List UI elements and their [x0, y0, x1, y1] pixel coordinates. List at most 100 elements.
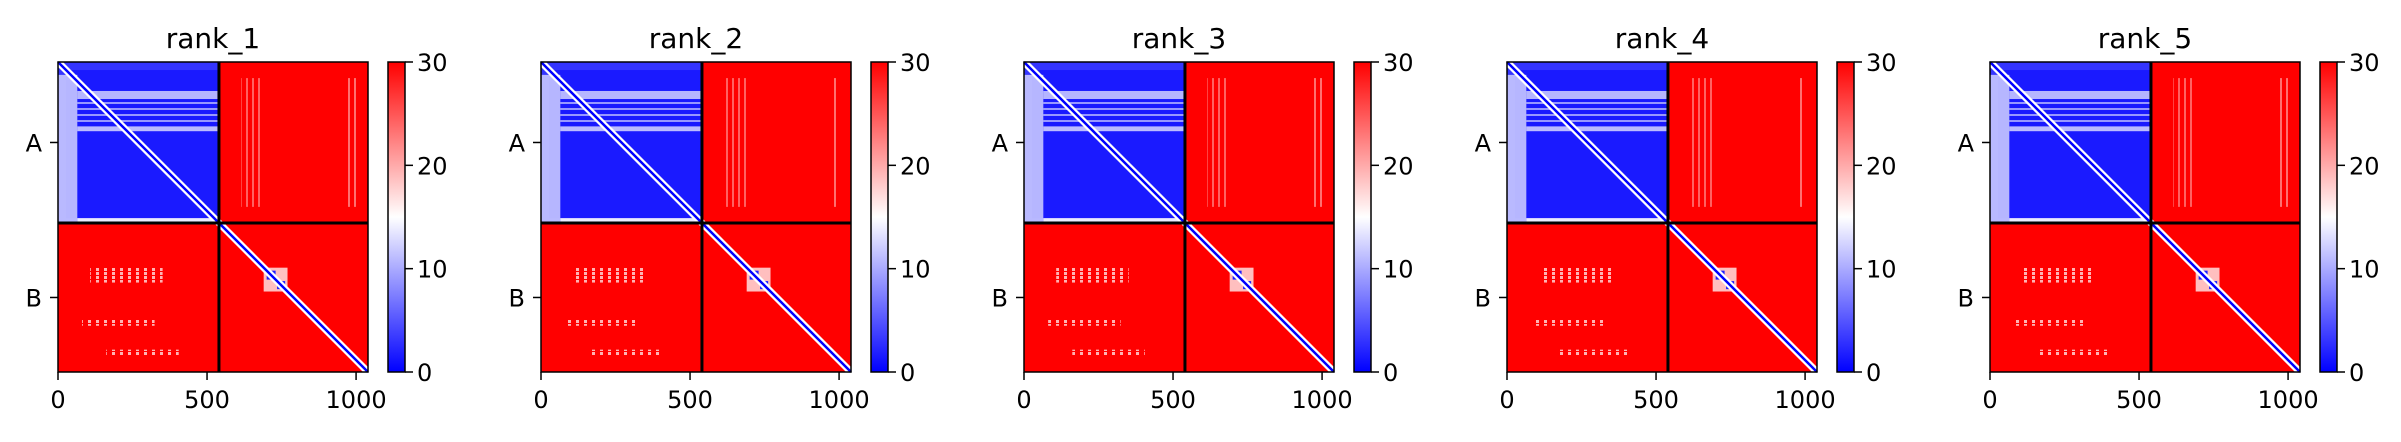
- x-tick-label: 1000: [326, 386, 387, 414]
- block-ba-texture: [1555, 349, 1628, 356]
- y-tick-label: A: [1958, 129, 1975, 157]
- block-aa-band: [560, 218, 702, 223]
- colorbar-tick-label: 10: [2349, 256, 2380, 284]
- x-tick-label: 0: [533, 386, 548, 414]
- colorbar: [1353, 61, 1372, 373]
- x-tick-label: 0: [1016, 386, 1031, 414]
- colorbar-tick-label: 10: [1866, 256, 1897, 284]
- panel-title: rank_3: [1132, 22, 1226, 55]
- block-ab-texture: [830, 78, 840, 207]
- x-tick-label: 0: [1982, 386, 1997, 414]
- colorbar: [2319, 61, 2338, 373]
- colorbar-tick-label: 30: [900, 49, 931, 77]
- block-aa-band: [1043, 218, 1185, 223]
- x-tick-label: 0: [50, 386, 65, 414]
- block-ba-texture: [1056, 267, 1129, 283]
- colorbar-tick-label: 20: [900, 152, 931, 180]
- panel-rank_1: rank_1 0 500 1000 A B 0 10 20 30: [26, 22, 448, 414]
- colorbar: [870, 61, 889, 373]
- block-ba-texture: [82, 319, 155, 326]
- colorbar-tick-label: 0: [900, 359, 915, 387]
- block-ab-texture: [2173, 78, 2196, 207]
- colorbar-tick-label: 30: [417, 49, 448, 77]
- block-aa-band: [2009, 90, 2151, 100]
- y-tick-label: A: [509, 129, 526, 157]
- block-ba-texture: [106, 349, 179, 356]
- block-ab-texture: [1796, 78, 1806, 207]
- block-ba-texture: [1072, 349, 1145, 356]
- axes-frame: [1989, 61, 2301, 373]
- axes-frame: [57, 61, 369, 373]
- block-aa-edge: [1507, 74, 1527, 223]
- block-ab-texture: [241, 78, 264, 207]
- block-ba-texture: [1048, 319, 1121, 326]
- x-tick-label: 500: [1150, 386, 1196, 414]
- colorbar-tick-label: 30: [1383, 49, 1414, 77]
- x-tick-label: 0: [1499, 386, 1514, 414]
- diagonal: [57, 61, 369, 373]
- diagonal: [540, 61, 852, 373]
- block-aa-edge: [1024, 74, 1044, 223]
- colorbar-tick-label: 10: [900, 256, 931, 284]
- axes-frame: [1506, 61, 1818, 373]
- colorbar-tick-label: 20: [1866, 152, 1897, 180]
- colorbar-tick-label: 30: [2349, 49, 2380, 77]
- colorbar-tick-label: 20: [1383, 152, 1414, 180]
- block-ba-texture: [565, 319, 638, 326]
- block-ab-texture: [724, 78, 747, 207]
- block-aa-edge: [541, 74, 561, 223]
- y-tick-label: B: [1958, 284, 1974, 312]
- block-aa-band: [1526, 126, 1668, 132]
- x-tick-label: 500: [1633, 386, 1679, 414]
- colorbar-tick-label: 20: [417, 152, 448, 180]
- x-tick-label: 500: [667, 386, 713, 414]
- block-aa-edge: [1990, 74, 2010, 223]
- y-tick-label: B: [1475, 284, 1491, 312]
- panel-rank_3: rank_3 0 500 1000 A B 0 10 20 30: [992, 22, 1414, 414]
- x-tick-label: 500: [2116, 386, 2162, 414]
- block-ba-texture: [1539, 267, 1612, 283]
- block-aa-band: [2009, 126, 2151, 132]
- block-ab-texture: [1313, 78, 1323, 207]
- block-ba-texture: [1531, 319, 1604, 326]
- panel-title: rank_1: [166, 22, 260, 55]
- block-ba-texture: [90, 267, 163, 283]
- block-ab-texture: [2279, 78, 2289, 207]
- colorbar: [1836, 61, 1855, 373]
- block-aa-band: [2009, 218, 2151, 223]
- axes-frame: [540, 61, 852, 373]
- panel-rank_5: rank_5 0 500 1000 A B 0 10 20 30: [1958, 22, 2380, 414]
- diagonal: [1506, 61, 1818, 373]
- panel-rank_2: rank_2 0 500 1000 A B 0 10 20 30: [509, 22, 931, 414]
- y-tick-label: A: [26, 129, 43, 157]
- colorbar-tick-label: 30: [1866, 49, 1897, 77]
- x-tick-label: 1000: [809, 386, 870, 414]
- panel-title: rank_2: [649, 22, 743, 55]
- colorbar-tick-label: 0: [1866, 359, 1881, 387]
- block-ba-texture: [2022, 267, 2095, 283]
- colorbar-tick-label: 20: [2349, 152, 2380, 180]
- panel-title: rank_4: [1615, 22, 1709, 55]
- block-ba-texture: [589, 349, 662, 356]
- colorbar-tick-label: 10: [417, 256, 448, 284]
- colorbar-tick-label: 0: [1383, 359, 1398, 387]
- block-aa-band: [1526, 218, 1668, 223]
- y-tick-label: B: [992, 284, 1008, 312]
- axes-frame: [1023, 61, 1335, 373]
- block-aa-band: [77, 218, 219, 223]
- colorbar: [387, 61, 406, 373]
- block-aa-band: [560, 126, 702, 132]
- diagonal: [1023, 61, 1335, 373]
- block-aa-band: [1043, 90, 1185, 100]
- block-aa-band: [560, 90, 702, 100]
- block-ab-texture: [1207, 78, 1230, 207]
- block-ba-texture: [2014, 319, 2087, 326]
- y-tick-label: B: [26, 284, 42, 312]
- block-aa-band: [1526, 90, 1668, 100]
- block-aa-band: [77, 126, 219, 132]
- colorbar-tick-label: 0: [417, 359, 432, 387]
- x-tick-label: 500: [184, 386, 230, 414]
- y-tick-label: B: [509, 284, 525, 312]
